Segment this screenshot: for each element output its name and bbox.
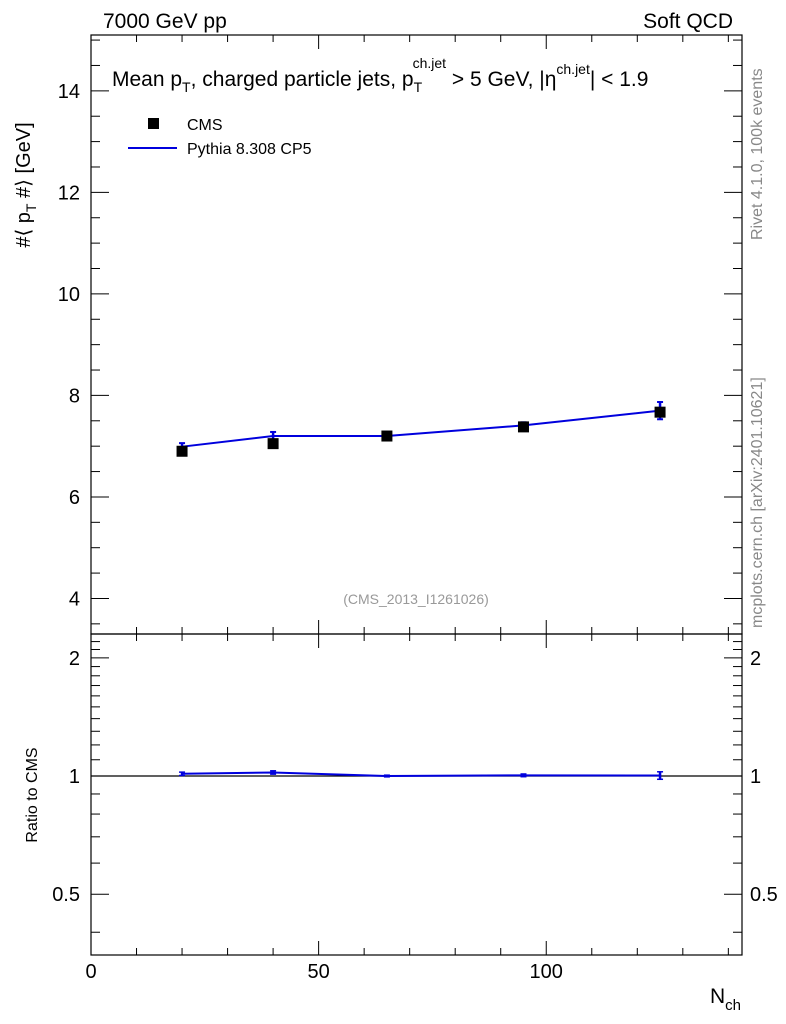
ratio-y-tick-label: 2 xyxy=(750,648,761,670)
cms-data-point xyxy=(176,445,188,457)
cms-data-point xyxy=(381,430,393,442)
analysis-watermark: (CMS_2013_I1261026) xyxy=(343,591,489,607)
y-axis-label: #⟨ pT #⟩ [GeV] xyxy=(13,122,39,247)
x-tick-label: 50 xyxy=(307,961,329,983)
cms-data-point xyxy=(517,421,529,433)
ratio-y-tick-label: 0.5 xyxy=(52,884,80,906)
pythia-line xyxy=(181,409,661,448)
plot-title: Mean pT, charged particle jets, pTch.jet… xyxy=(112,55,648,95)
x-axis-label: Nch xyxy=(710,985,741,1014)
y-tick-label: 12 xyxy=(58,182,80,204)
legend: CMS Pythia 8.308 CP5 xyxy=(128,117,312,158)
x-tick-label: 100 xyxy=(530,961,563,983)
legend-label-cms: CMS xyxy=(187,117,223,134)
ratio-y-tick-label: 2 xyxy=(69,648,80,670)
cms-data-point xyxy=(267,438,279,450)
legend-marker-cms xyxy=(148,118,159,129)
cms-data-point xyxy=(654,406,666,418)
y-tick-label: 6 xyxy=(69,487,80,509)
y-tick-label: 10 xyxy=(58,284,80,306)
y-tick-label: 4 xyxy=(69,588,80,610)
y-tick-label: 8 xyxy=(69,385,80,407)
header-left-label: 7000 GeV pp xyxy=(103,10,227,33)
mcplots-label: mcplots.cern.ch [arXiv:2401.10621] xyxy=(749,377,766,628)
ratio-y-tick-label: 1 xyxy=(750,766,761,788)
ratio-y-tick-label: 0.5 xyxy=(750,884,778,906)
y-tick-label: 14 xyxy=(58,81,80,103)
ratio-plot-frame xyxy=(90,633,743,956)
header-right-label: Soft QCD xyxy=(643,10,733,33)
x-tick-label: 0 xyxy=(85,961,96,983)
ratio-y-axis-label: Ratio to CMS xyxy=(24,747,41,842)
rivet-label: Rivet 4.1.0, 100k events xyxy=(749,68,766,240)
ratio-y-tick-label: 1 xyxy=(69,766,80,788)
legend-label-pythia: Pythia 8.308 CP5 xyxy=(187,141,312,158)
